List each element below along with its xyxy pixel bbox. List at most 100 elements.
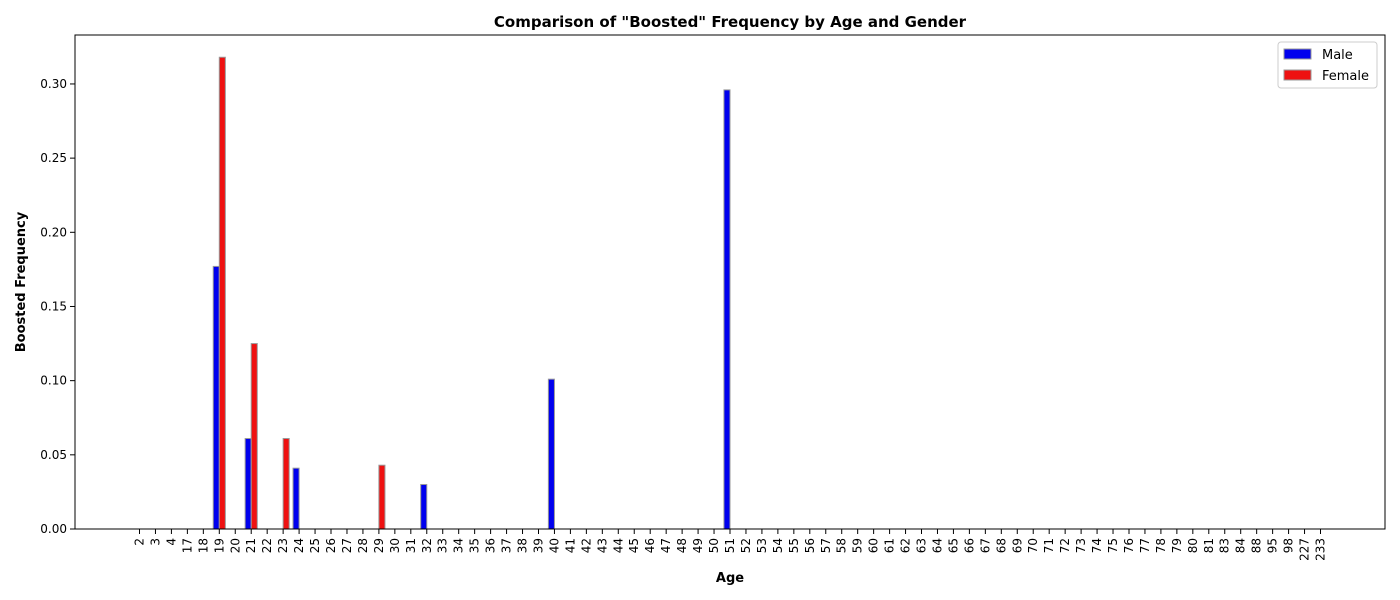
bar-female-23: [282, 438, 290, 530]
legend: Male Female: [1277, 41, 1378, 89]
x-tick-label: 57: [819, 538, 833, 553]
x-tick-label: 52: [739, 538, 753, 553]
x-tick-label: 21: [244, 538, 258, 553]
x-tick-label: 44: [611, 538, 625, 553]
x-tick-label: 59: [851, 538, 865, 553]
x-tick-label: 27: [340, 538, 354, 553]
x-tick-label: 58: [835, 538, 849, 553]
x-tick-label: 29: [372, 538, 386, 553]
x-tick-label: 77: [1138, 538, 1152, 553]
legend-swatch-female: [1283, 69, 1312, 81]
x-tick-label: 39: [531, 538, 545, 553]
x-tick-label: 62: [899, 538, 913, 553]
y-tick-label: 0.10: [40, 374, 67, 388]
x-tick-label: 46: [643, 538, 657, 553]
x-tick-label: 24: [292, 538, 306, 553]
x-tick-label: 55: [787, 538, 801, 553]
x-tick-label: 23: [276, 538, 290, 553]
x-tick-label: 70: [1026, 538, 1040, 553]
y-tick-label: 0.20: [40, 225, 67, 239]
x-tick-label: 18: [196, 538, 210, 553]
plot-area: 0.000.050.100.150.200.250.302 3 4 17 18 19 20 2…: [40, 56, 1328, 561]
y-tick-label: 0.15: [40, 299, 67, 313]
x-tick-label: 88: [1250, 538, 1264, 553]
x-tick-label: 26: [324, 538, 338, 553]
y-tick-label: 0.05: [40, 448, 67, 462]
bar-female-21: [250, 343, 258, 530]
bar-female-19: [218, 56, 226, 530]
x-tick-label: 40: [547, 538, 561, 553]
bar-female-29: [378, 464, 386, 530]
x-tick-label: 233: [1314, 538, 1328, 561]
plot-frame: [74, 34, 1386, 530]
x-tick-label: 17: [180, 538, 194, 553]
x-tick-label: 83: [1218, 538, 1232, 553]
x-tick-label: 68: [994, 538, 1008, 553]
x-tick-label: 71: [1042, 538, 1056, 553]
x-tick-label: 19: [212, 538, 226, 553]
x-tick-label: 72: [1058, 538, 1072, 553]
x-tick-label: 98: [1282, 538, 1296, 553]
bar-male-51: [723, 89, 731, 530]
x-tick-label: 2: [133, 538, 147, 546]
x-tick-label: 47: [659, 538, 673, 553]
legend-label-female: Female: [1322, 69, 1369, 84]
x-tick-label: 4: [164, 538, 178, 546]
bar-male-19: [212, 265, 220, 530]
x-tick-label: 28: [356, 538, 370, 553]
x-tick-label: 66: [962, 538, 976, 553]
bar-male-21: [244, 438, 252, 530]
x-axis-title: Age: [716, 571, 744, 586]
x-tick-label: 25: [308, 538, 322, 553]
x-tick-label: 41: [563, 538, 577, 553]
y-tick-label: 0.30: [40, 77, 67, 91]
x-tick-label: 37: [500, 538, 514, 553]
x-tick-label: 45: [627, 538, 641, 553]
x-tick-label: 35: [468, 538, 482, 553]
x-tick-label: 76: [1122, 538, 1136, 553]
x-tick-label: 50: [707, 538, 721, 553]
legend-swatch-male: [1283, 48, 1312, 60]
x-tick-label: 31: [404, 538, 418, 553]
x-tick-label: 49: [691, 538, 705, 553]
x-tick-label: 34: [452, 538, 466, 553]
x-tick-label: 48: [675, 538, 689, 553]
x-tick-label: 33: [436, 538, 450, 553]
x-tick-label: 36: [484, 538, 498, 553]
x-tick-label: 74: [1090, 538, 1104, 553]
bar-male-40: [547, 378, 555, 530]
y-axis-title: Boosted Frequency: [14, 211, 29, 352]
x-tick-label: 64: [930, 538, 944, 553]
x-tick-label: 60: [867, 538, 881, 553]
x-tick-label: 42: [579, 538, 593, 553]
x-tick-label: 43: [595, 538, 609, 553]
x-tick-label: 69: [1010, 538, 1024, 553]
x-tick-label: 30: [388, 538, 402, 553]
x-tick-label: 22: [260, 538, 274, 553]
x-tick-label: 78: [1154, 538, 1168, 553]
bar-male-24: [292, 467, 300, 530]
x-tick-label: 20: [228, 538, 242, 553]
bar-male-32: [420, 483, 428, 530]
x-tick-label: 53: [755, 538, 769, 553]
x-tick-label: 227: [1298, 538, 1312, 561]
x-tick-label: 61: [883, 538, 897, 553]
x-tick-label: 65: [946, 538, 960, 553]
x-tick-label: 75: [1106, 538, 1120, 553]
x-tick-label: 81: [1202, 538, 1216, 553]
x-tick-label: 32: [420, 538, 434, 553]
x-tick-label: 56: [803, 538, 817, 553]
x-tick-label: 79: [1170, 538, 1184, 553]
x-tick-label: 73: [1074, 538, 1088, 553]
y-tick-label: 0.25: [40, 151, 67, 165]
x-tick-label: 95: [1266, 538, 1280, 553]
x-tick-label: 67: [978, 538, 992, 553]
x-tick-label: 80: [1186, 538, 1200, 553]
legend-label-male: Male: [1322, 48, 1353, 63]
x-tick-label: 54: [771, 538, 785, 553]
y-tick-label: 0.00: [40, 522, 67, 536]
x-tick-label: 51: [723, 538, 737, 553]
chart-title: Comparison of "Boosted" Frequency by Age…: [494, 13, 967, 31]
x-tick-label: 3: [148, 538, 162, 546]
